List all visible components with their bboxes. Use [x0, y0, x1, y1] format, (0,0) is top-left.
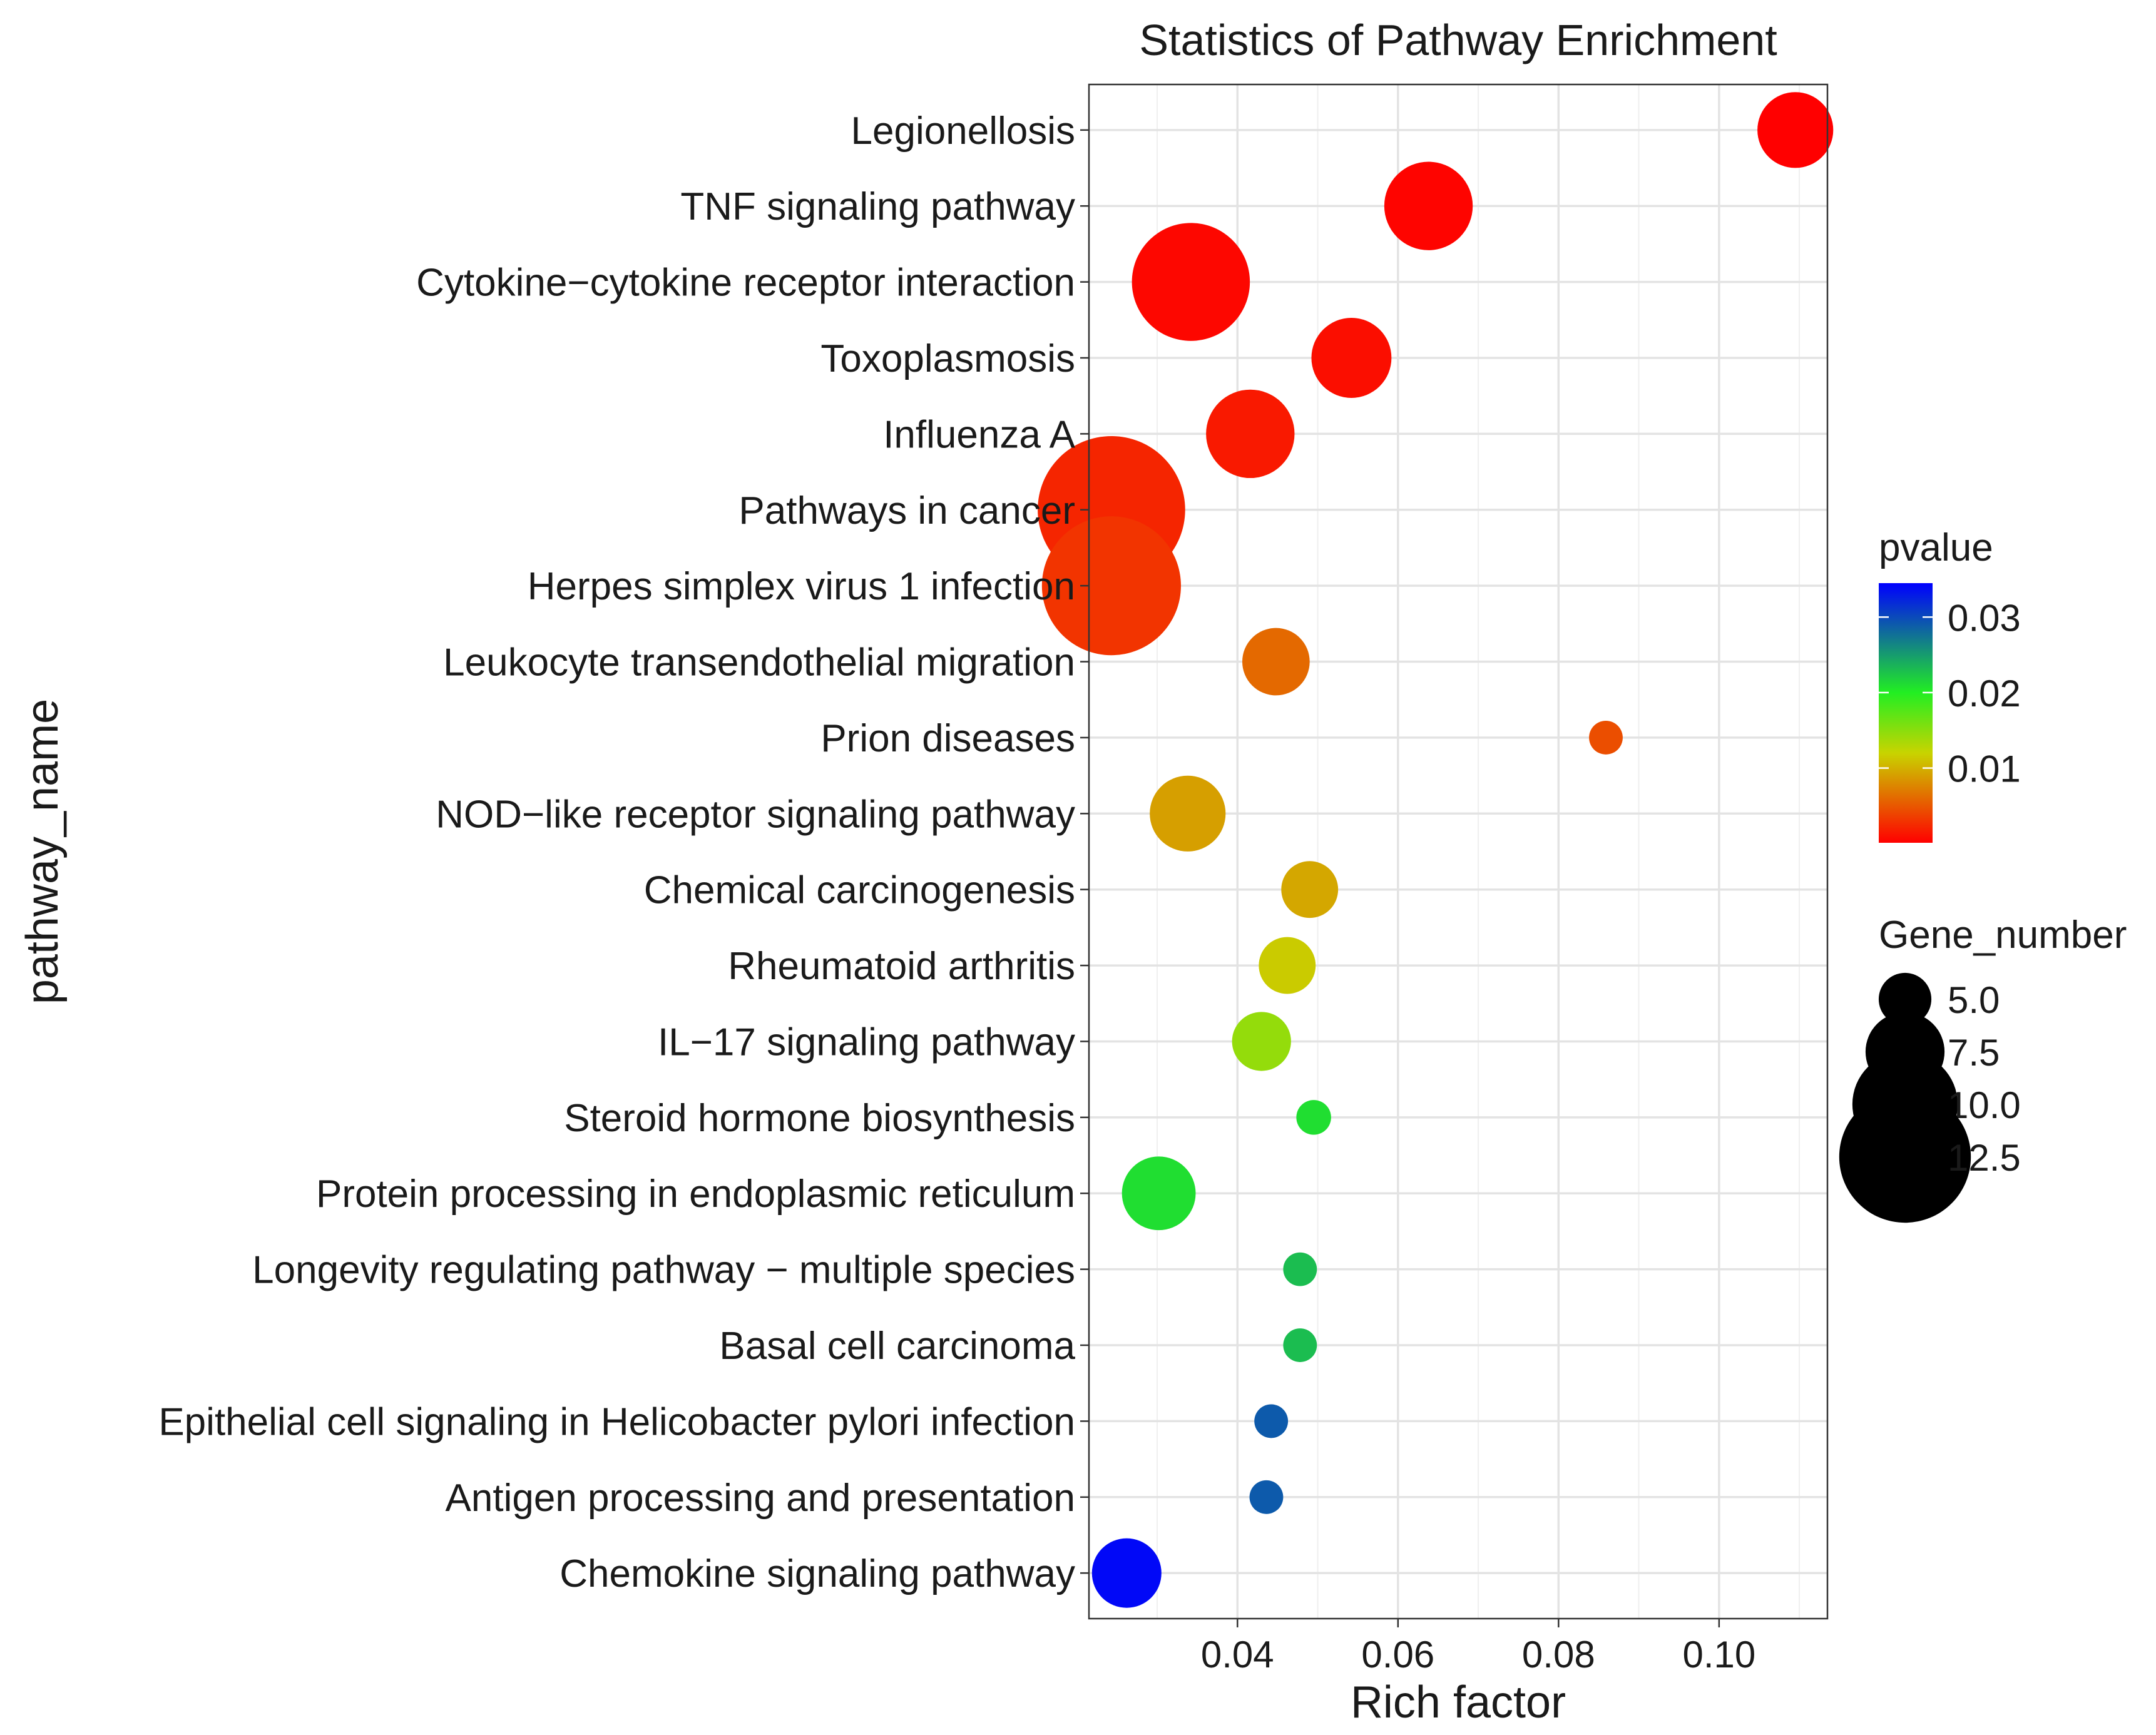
x-tick-label: 0.06	[1361, 1634, 1434, 1676]
data-point	[1281, 861, 1339, 918]
gene-number-legend-label: 10.0	[1948, 1084, 2021, 1126]
y-tick-label: Antigen processing and presentation	[446, 1477, 1075, 1520]
gene-number-legend-label: 12.5	[1948, 1137, 2021, 1179]
x-axis-title: Rich factor	[1351, 1677, 1566, 1727]
y-tick-label: Longevity regulating pathway − multiple …	[252, 1249, 1075, 1292]
data-point	[1254, 1404, 1289, 1438]
pvalue-legend-tick-label: 0.03	[1948, 597, 2021, 639]
data-point	[1283, 1328, 1317, 1362]
pvalue-colorbar	[1879, 583, 1933, 843]
gene-number-legend-items: 5.0 7.5 10.0 12.5	[1839, 972, 2021, 1223]
y-tick-label: Cytokine−cytokine receptor interaction	[416, 262, 1075, 305]
chart-title: Statistics of Pathway Enrichment	[1139, 16, 1777, 64]
y-tick-label: Legionellosis	[851, 109, 1075, 153]
data-point	[1206, 389, 1295, 479]
data-point	[1150, 775, 1226, 852]
data-point	[1259, 937, 1316, 994]
gene-number-legend-label: 5.0	[1948, 979, 2000, 1021]
y-tick-label: Prion diseases	[820, 717, 1075, 760]
data-point	[1121, 1156, 1196, 1231]
y-tick-label: Protein processing in endoplasmic reticu…	[316, 1173, 1075, 1216]
data-point	[1132, 223, 1250, 341]
y-tick-label: Chemical carcinogenesis	[644, 869, 1075, 912]
y-tick-label: Pathways in cancer	[738, 489, 1075, 532]
gene-number-legend-title: Gene_number	[1879, 913, 2127, 957]
data-points	[1038, 92, 1834, 1608]
pvalue-legend-title: pvalue	[1879, 526, 1993, 569]
data-point	[1283, 1252, 1317, 1286]
x-tick-label: 0.04	[1201, 1634, 1274, 1676]
data-point	[1091, 1538, 1162, 1608]
gene-number-legend-key	[1839, 1091, 1971, 1223]
y-tick-label: NOD−like receptor signaling pathway	[436, 793, 1075, 836]
data-point	[1249, 1480, 1284, 1514]
pvalue-legend: pvalue 0.01 0.02 0.03	[1879, 526, 2021, 843]
data-point	[1384, 161, 1473, 250]
pvalue-legend-ticks: 0.01 0.02 0.03	[1879, 597, 2021, 790]
y-tick-label: Basal cell carcinoma	[719, 1325, 1075, 1368]
x-axis-ticks: 0.04 0.06 0.08 0.10	[1201, 1619, 1755, 1676]
x-tick-label: 0.08	[1522, 1634, 1595, 1676]
y-axis-labels: Legionellosis TNF signaling pathway Cytoki…	[158, 109, 1089, 1595]
plot-panel	[1089, 84, 1827, 1619]
y-tick-label: Rheumatoid arthritis	[728, 945, 1075, 988]
data-point	[1589, 720, 1623, 755]
y-tick-label: Toxoplasmosis	[820, 337, 1075, 380]
data-point	[1242, 628, 1310, 696]
pvalue-legend-tick-label: 0.01	[1948, 748, 2021, 790]
gene-number-legend-label: 7.5	[1948, 1032, 2000, 1074]
data-point	[1757, 92, 1834, 168]
y-tick-label: Chemokine signaling pathway	[559, 1552, 1075, 1595]
y-axis-title: pathway_name	[18, 699, 68, 1004]
data-point	[1296, 1100, 1331, 1135]
y-tick-label: Epithelial cell signaling in Helicobacte…	[158, 1400, 1075, 1443]
y-tick-label: Leukocyte transendothelial migration	[443, 641, 1075, 684]
data-point	[1232, 1012, 1291, 1071]
data-point	[1311, 318, 1392, 398]
plot-panel-border	[1088, 83, 1829, 1620]
y-tick-label: TNF signaling pathway	[680, 185, 1075, 228]
gene-number-legend: Gene_number 5.0 7.5 10.0 12.5	[1839, 913, 2127, 1223]
gene-number-legend-key	[1878, 972, 1932, 1026]
y-tick-label: Herpes simplex virus 1 infection	[528, 565, 1075, 608]
y-tick-label: IL−17 signaling pathway	[658, 1020, 1075, 1064]
pvalue-legend-tick-label: 0.02	[1948, 673, 2021, 715]
data-point	[1041, 516, 1181, 656]
x-tick-label: 0.10	[1682, 1634, 1755, 1676]
y-tick-label: Influenza A	[883, 413, 1075, 456]
y-tick-label: Steroid hormone biosynthesis	[564, 1097, 1075, 1140]
